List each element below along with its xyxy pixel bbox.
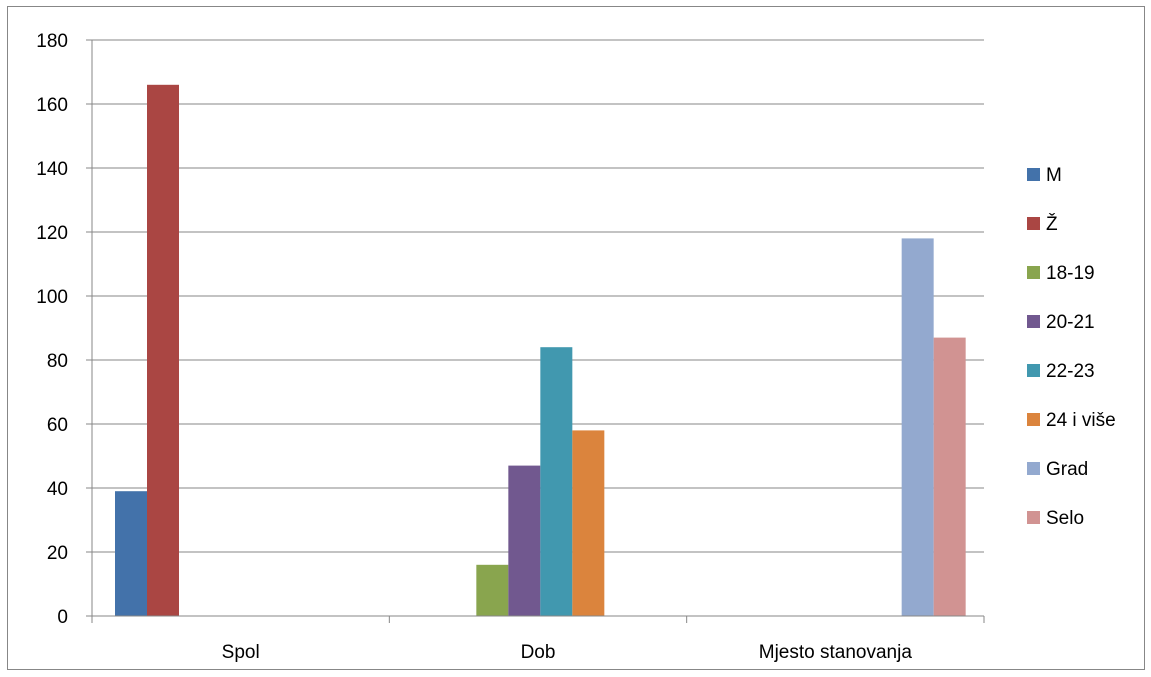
legend-label: 22-23 (1046, 361, 1095, 382)
bar-ž-spol (147, 84, 179, 617)
y-tick-label: 40 (47, 479, 68, 500)
bars (115, 84, 966, 617)
y-tick-label: 140 (36, 159, 68, 180)
y-tick-label: 160 (36, 95, 68, 116)
legend-swatch (1027, 413, 1040, 426)
legend-swatch (1027, 315, 1040, 328)
legend: M Ž 18-19 20-21 22-23 24 i više Grad Selo (1027, 165, 1116, 529)
legend-swatch (1027, 168, 1040, 181)
y-tick-label: 180 (36, 31, 68, 52)
legend-swatch (1027, 217, 1040, 230)
bar-18-19-dob (476, 564, 509, 616)
legend-swatch (1027, 462, 1040, 475)
legend-label: Grad (1046, 459, 1088, 480)
y-tick-label: 0 (57, 607, 68, 628)
legend-label: 20-21 (1046, 312, 1095, 333)
bar-grad-mjesto-stanovanja (901, 238, 934, 616)
bar-20-21-dob (508, 465, 541, 616)
y-tick-label: 20 (47, 543, 68, 564)
y-tick-label: 80 (47, 351, 68, 372)
x-category-label: Spol (222, 642, 260, 663)
bar-m-spol (115, 491, 147, 616)
y-axis-tick-labels: 0 20 40 60 80 100 120 140 160 180 (36, 31, 68, 628)
y-tick-label: 60 (47, 415, 68, 436)
bar-24-i-više-dob (572, 430, 605, 616)
legend-label: 18-19 (1046, 263, 1095, 284)
y-tick-label: 120 (36, 223, 68, 244)
x-category-label: Mjesto stanovanja (759, 642, 913, 663)
legend-swatch (1027, 266, 1040, 279)
x-category-label: Dob (521, 642, 556, 663)
gridlines (92, 39, 984, 553)
y-tick-label: 100 (36, 287, 68, 308)
legend-swatch (1027, 511, 1040, 524)
legend-swatch (1027, 364, 1040, 377)
bar-selo-mjesto-stanovanja (933, 337, 966, 616)
x-axis-category-labels: Spol Dob Mjesto stanovanja (222, 642, 913, 663)
legend-label: Selo (1046, 508, 1084, 529)
axes (86, 39, 985, 623)
legend-label: Ž (1046, 213, 1058, 235)
legend-label: M (1046, 165, 1062, 186)
bar-22-23-dob (540, 347, 573, 616)
legend-label: 24 i više (1046, 410, 1116, 431)
